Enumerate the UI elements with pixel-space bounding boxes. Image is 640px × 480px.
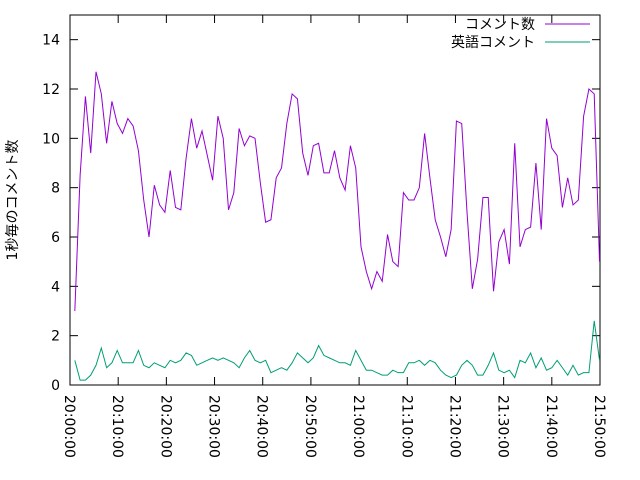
- y-tick-label: 14: [42, 33, 60, 49]
- x-tick-label: 21:50:00: [591, 395, 607, 458]
- x-tick-label: 21:00:00: [350, 395, 366, 458]
- y-tick-label: 10: [42, 131, 60, 147]
- y-tick-label: 4: [51, 279, 60, 295]
- legend-label: 英語コメント: [451, 34, 535, 51]
- y-tick-label: 8: [51, 181, 60, 197]
- x-tick-label: 20:30:00: [206, 395, 222, 458]
- y-tick-label: 0: [51, 378, 60, 394]
- x-tick-label: 20:10:00: [109, 395, 125, 458]
- series-line: [74, 71, 601, 312]
- y-axis-label: 1秒毎のコメント数: [5, 140, 21, 261]
- x-tick-label: 20:40:00: [254, 395, 270, 458]
- x-tick-label: 21:30:00: [495, 395, 511, 458]
- plot-border: [69, 14, 601, 386]
- x-tick-label: 21:10:00: [398, 395, 414, 458]
- x-tick-label: 21:40:00: [543, 395, 559, 458]
- y-tick-label: 2: [51, 329, 60, 345]
- y-tick-label: 6: [51, 230, 60, 246]
- legend-label: コメント数: [465, 17, 535, 33]
- x-tick-label: 21:20:00: [446, 395, 462, 458]
- x-tick-label: 20:50:00: [302, 395, 318, 458]
- x-tick-label: 20:00:00: [61, 395, 77, 458]
- y-tick-label: 12: [42, 82, 60, 98]
- x-tick-label: 20:20:00: [157, 395, 173, 458]
- series-line: [74, 320, 601, 381]
